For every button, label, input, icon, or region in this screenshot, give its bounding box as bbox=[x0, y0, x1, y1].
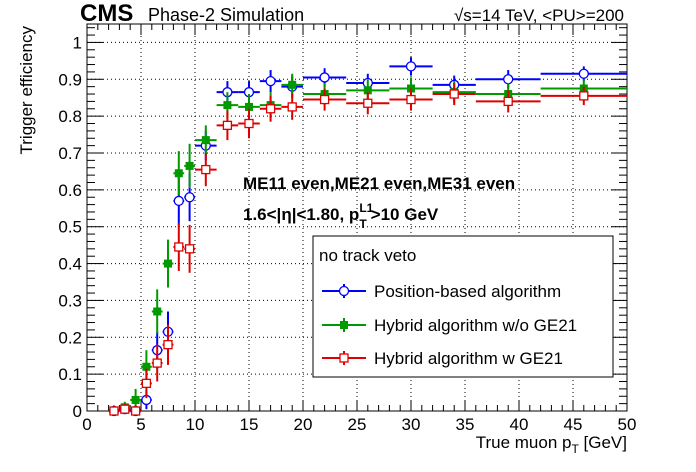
data-point bbox=[153, 307, 162, 316]
legend-marker-hybrid-ge21 bbox=[339, 353, 349, 363]
data-point bbox=[363, 98, 373, 108]
data-point bbox=[152, 358, 162, 368]
y-tick-label: 0.7 bbox=[58, 144, 82, 163]
energy-label: √s=14 TeV, <PU>=200 bbox=[454, 6, 624, 25]
x-tick-label: 50 bbox=[618, 415, 637, 434]
y-tick-label: 0.5 bbox=[58, 218, 82, 237]
annotation-eta-pt: 1.6<|η|<1.80, pL1 T >10 GeV bbox=[243, 201, 439, 231]
data-point bbox=[363, 86, 372, 95]
data-point bbox=[319, 94, 330, 105]
data-point bbox=[201, 136, 210, 145]
data-point bbox=[174, 242, 184, 252]
legend-entry-hybrid-ge21: Hybrid algorithm w GE21 bbox=[322, 349, 563, 368]
y-tick-label: 0.1 bbox=[58, 365, 82, 384]
data-point bbox=[201, 164, 211, 175]
series-layer bbox=[108, 57, 627, 417]
y-tick-label: 0.6 bbox=[58, 181, 82, 200]
x-axis-label-main: True muon p bbox=[476, 433, 572, 452]
x-tick-label: 30 bbox=[402, 415, 421, 434]
data-point bbox=[579, 91, 589, 101]
annotation-eta-pt-suffix: >10 GeV bbox=[371, 205, 439, 224]
data-point bbox=[130, 406, 141, 416]
data-point bbox=[163, 340, 173, 350]
data-point bbox=[287, 102, 297, 112]
data-point bbox=[222, 120, 233, 131]
x-tick-label: 15 bbox=[240, 415, 259, 434]
data-point bbox=[265, 104, 276, 114]
x-tick-label: 40 bbox=[510, 415, 529, 434]
x-tick-label: 0 bbox=[82, 415, 91, 434]
data-point bbox=[164, 259, 172, 268]
data-point bbox=[120, 404, 130, 414]
legend-label-hybrid-no-ge21: Hybrid algorithm w/o GE21 bbox=[374, 316, 577, 335]
y-tick-label: 0.2 bbox=[58, 328, 82, 347]
y-tick-label: 0 bbox=[73, 402, 82, 421]
data-point bbox=[174, 169, 183, 178]
x-tick-label: 20 bbox=[294, 415, 313, 434]
data-point bbox=[405, 61, 417, 72]
y-tick-label: 0.4 bbox=[58, 255, 82, 274]
legend-label-hybrid-ge21: Hybrid algorithm w GE21 bbox=[374, 349, 563, 368]
legend-entry-position: Position-based algorithm bbox=[322, 282, 561, 301]
annotation-pt-sub: T bbox=[359, 217, 367, 231]
data-point bbox=[406, 94, 416, 105]
data-point bbox=[184, 192, 195, 203]
data-point bbox=[503, 96, 513, 107]
y-tick-label: 1 bbox=[73, 33, 82, 52]
legend-entry-hybrid-no-ge21: Hybrid algorithm w/o GE21 bbox=[322, 316, 577, 335]
data-point bbox=[141, 378, 152, 389]
series-2 bbox=[108, 82, 627, 416]
annotation-pt-sup: L1 bbox=[359, 201, 373, 215]
axis-ticks: 0 5 10 15 20 25 30 35 40 45 50 0 0.1 0.2 0.3 0.4 0.5 0.6 0… bbox=[58, 24, 636, 434]
data-point bbox=[109, 406, 119, 416]
x-tick-label: 25 bbox=[348, 415, 367, 434]
data-point bbox=[503, 74, 514, 85]
data-point bbox=[223, 101, 232, 110]
annotation-stations: ME11 even,ME21 even,ME31 even bbox=[243, 174, 515, 193]
subtitle: Phase-2 Simulation bbox=[148, 5, 304, 25]
data-point bbox=[244, 118, 254, 129]
x-tick-label: 5 bbox=[136, 415, 145, 434]
y-tick-label: 0.9 bbox=[58, 70, 82, 89]
data-point bbox=[142, 362, 151, 371]
legend-marker-position bbox=[338, 285, 350, 297]
x-tick-label: 45 bbox=[564, 415, 583, 434]
legend-box bbox=[312, 235, 614, 378]
x-axis-label-sub: T bbox=[571, 442, 579, 456]
legend-marker-hybrid-no-ge21 bbox=[340, 321, 348, 329]
x-axis-label: True muon pT [GeV] bbox=[476, 433, 627, 456]
data-point bbox=[265, 75, 276, 87]
y-tick-label: 0.8 bbox=[58, 107, 82, 126]
legend: no track veto Position-based algorithm H… bbox=[312, 235, 614, 378]
legend-label-position: Position-based algorithm bbox=[374, 282, 561, 301]
x-axis-label-unit: [GeV] bbox=[579, 433, 627, 452]
data-point bbox=[185, 161, 194, 170]
data-point bbox=[245, 102, 253, 111]
x-tick-label: 35 bbox=[456, 415, 475, 434]
y-axis-label: Trigger efficiency bbox=[17, 26, 36, 155]
data-point bbox=[319, 72, 330, 83]
data-point bbox=[288, 80, 297, 89]
data-point bbox=[131, 395, 140, 404]
data-point bbox=[173, 195, 184, 207]
cms-label: CMS bbox=[80, 0, 133, 27]
y-tick-label: 0.3 bbox=[58, 291, 82, 310]
data-point bbox=[449, 89, 459, 99]
x-tick-label: 10 bbox=[186, 415, 205, 434]
annotation-eta-pt-prefix: 1.6<|η|<1.80, p bbox=[243, 205, 359, 224]
data-point bbox=[578, 68, 589, 79]
data-point bbox=[184, 244, 195, 254]
legend-header: no track veto bbox=[319, 246, 416, 265]
